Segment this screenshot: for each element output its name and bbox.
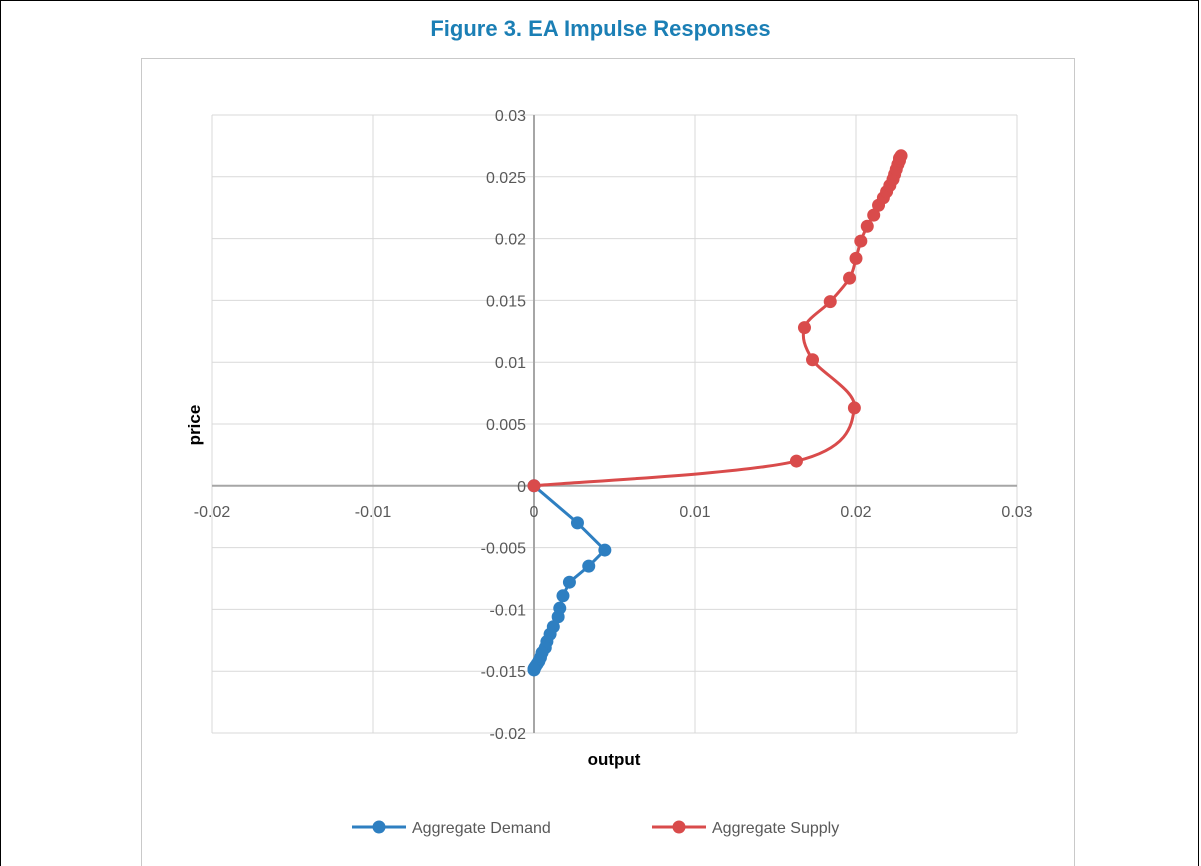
x-tick-label: 0.01 [679, 504, 710, 521]
series-aggregate-supply [527, 149, 908, 493]
data-point [867, 208, 881, 222]
legend-label: Aggregate Demand [412, 820, 551, 837]
y-tick-label: -0.02 [490, 726, 527, 743]
data-point [860, 219, 874, 233]
data-point [894, 149, 908, 163]
y-tick-label: 0.025 [486, 170, 526, 187]
legend-item: Aggregate Demand [352, 820, 551, 837]
data-point [556, 589, 570, 603]
y-tick-label: 0.03 [495, 108, 526, 125]
data-point [527, 479, 541, 493]
data-point [843, 271, 857, 285]
y-tick-label: 0.005 [486, 417, 526, 434]
data-point [527, 663, 541, 677]
data-point [823, 295, 837, 309]
y-tick-label: -0.015 [481, 664, 526, 681]
data-point [562, 575, 576, 589]
x-tick-label: 0.02 [840, 504, 871, 521]
x-tick-labels: -0.02 -0.01 0 0.01 0.02 0.03 [194, 504, 1033, 521]
legend-label: Aggregate Supply [712, 820, 839, 837]
y-tick-label: 0.01 [495, 355, 526, 372]
data-point [582, 559, 596, 573]
legend: Aggregate Demand Aggregate Supply [352, 820, 839, 837]
data-point [854, 234, 868, 248]
legend-marker [672, 820, 686, 834]
data-point [849, 251, 863, 265]
axes [212, 115, 1017, 733]
y-tick-label: 0 [517, 479, 526, 496]
series-line [533, 154, 903, 488]
x-tick-label: 0 [530, 504, 539, 521]
y-tick-label: -0.005 [481, 541, 526, 558]
x-tick-label: -0.01 [355, 504, 392, 521]
y-axis-title: price [185, 405, 204, 446]
y-tick-label: 0.02 [495, 232, 526, 249]
data-point [551, 610, 565, 624]
grid-lines [211, 114, 1018, 734]
legend-marker [372, 820, 386, 834]
figure-title: Figure 3. EA Impulse Responses [430, 16, 771, 41]
y-tick-labels: 0.03 0.025 0.02 0.015 0.01 0.005 0 -0.005 -0.01 -… [481, 108, 526, 743]
data-point [797, 321, 811, 335]
data-point [847, 401, 861, 415]
data-point [806, 353, 820, 367]
legend-item: Aggregate Supply [652, 820, 839, 837]
series-aggregate-demand [527, 479, 612, 677]
y-tick-label: 0.015 [486, 293, 526, 310]
chart-area [141, 58, 1075, 866]
y-tick-label: -0.01 [490, 602, 527, 619]
data-point [598, 543, 612, 557]
data-point [570, 516, 584, 530]
data-point [789, 454, 803, 468]
x-tick-label: -0.02 [194, 504, 231, 521]
x-axis-title: output [588, 750, 641, 769]
x-tick-label: 0.03 [1001, 504, 1032, 521]
series [527, 149, 908, 677]
